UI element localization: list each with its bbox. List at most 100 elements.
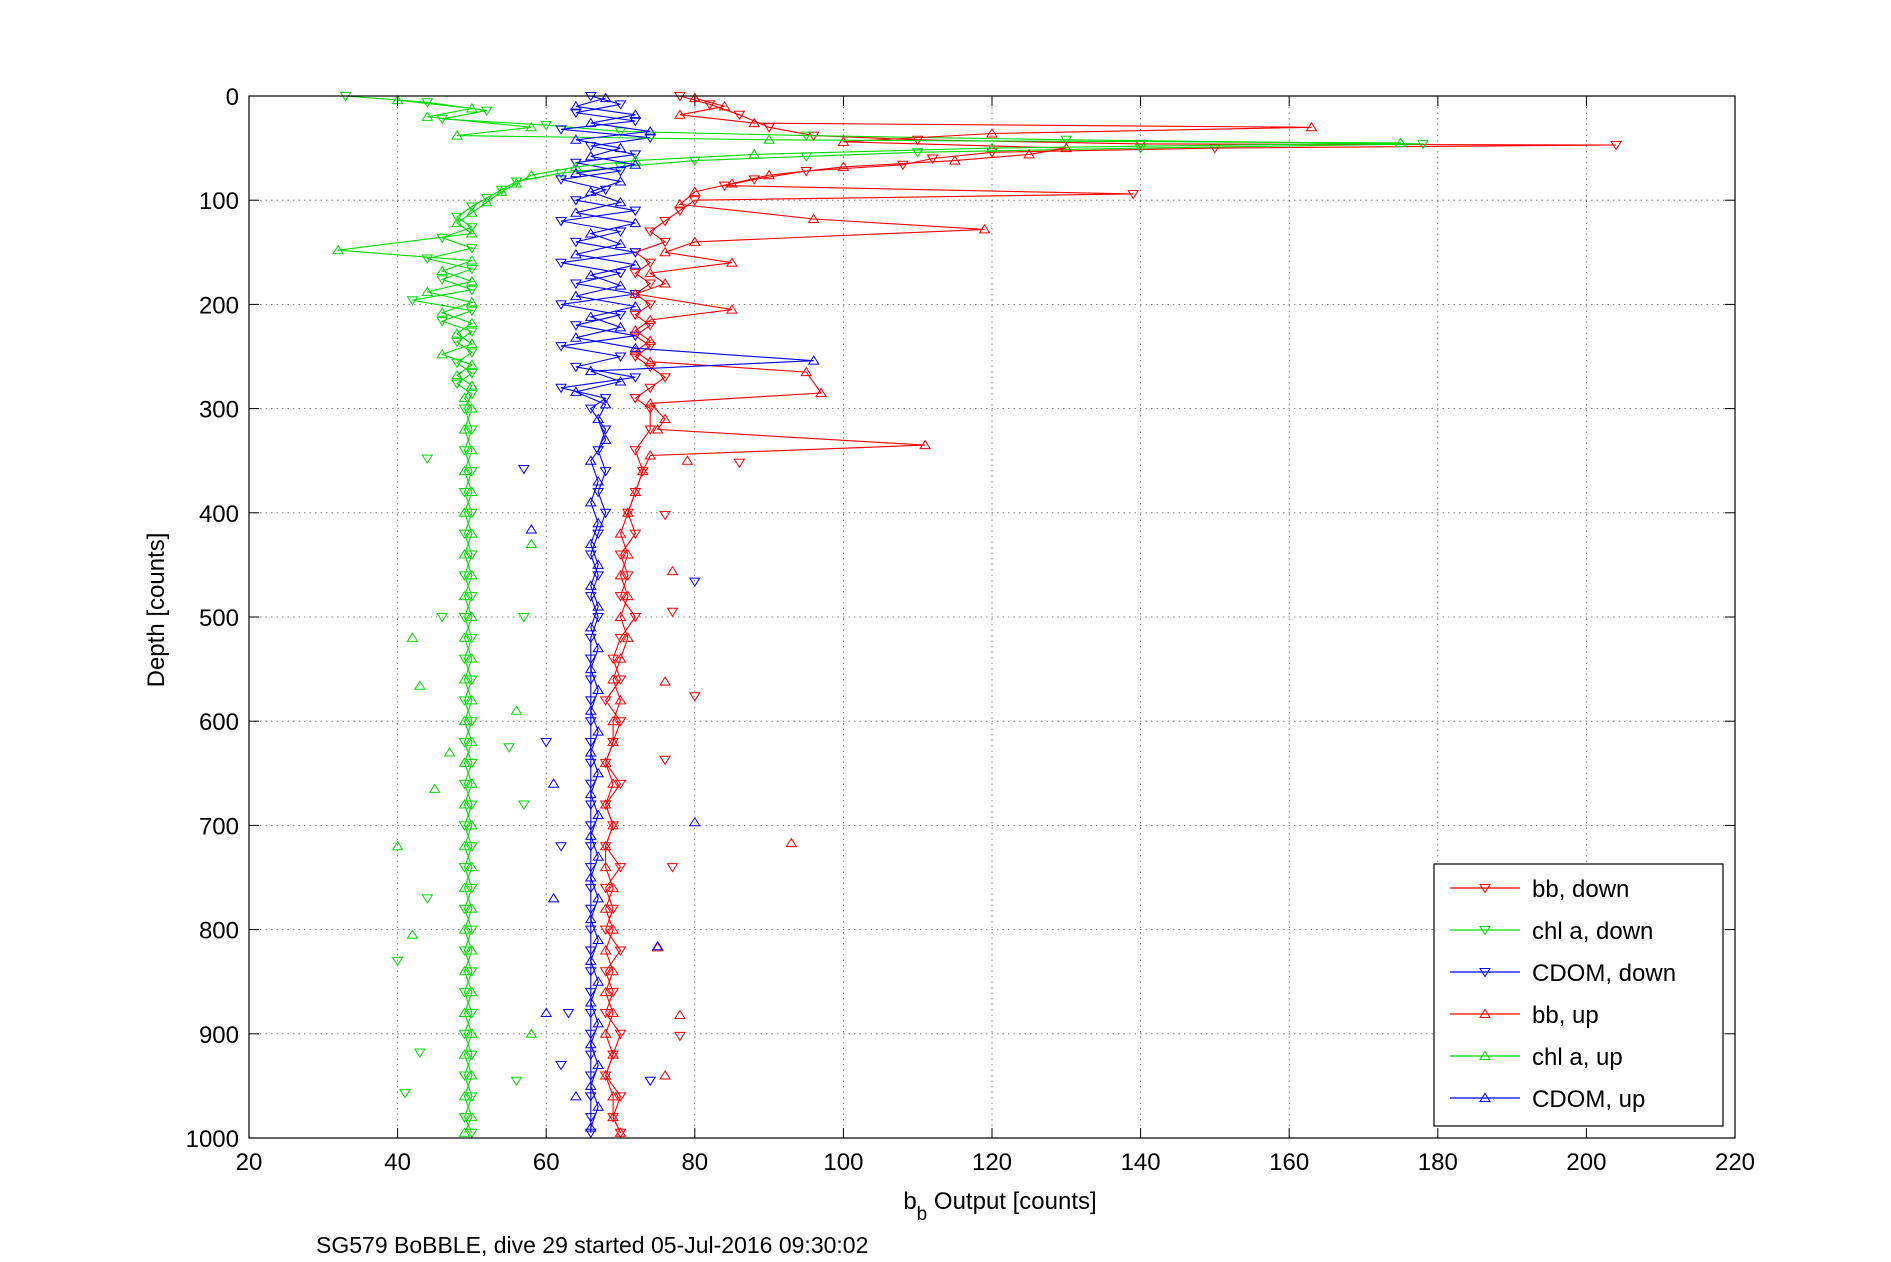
data-point — [458, 1127, 471, 1137]
data-point — [465, 390, 478, 400]
y-tick-label: 200 — [199, 292, 239, 319]
data-point — [614, 196, 627, 207]
data-point — [688, 196, 701, 206]
y-tick-label: 100 — [199, 188, 239, 215]
data-point — [629, 117, 642, 127]
legend-label: CDOM, up — [1532, 1086, 1645, 1113]
data-point — [458, 863, 471, 873]
outlier-point — [674, 1031, 686, 1042]
data-point — [465, 244, 478, 254]
data-point — [555, 300, 567, 310]
data-point — [644, 267, 657, 278]
data-point — [570, 161, 582, 171]
y-axis-label: Depth [counts] — [143, 533, 170, 688]
outlier-point — [651, 941, 664, 952]
data-point — [458, 654, 471, 665]
data-point — [584, 758, 597, 769]
data-point — [584, 747, 597, 757]
data-point — [465, 348, 478, 358]
data-point — [978, 223, 991, 234]
data-point — [406, 296, 419, 306]
data-point — [592, 892, 605, 903]
legend-label: bb, up — [1532, 1002, 1599, 1029]
data-point — [726, 178, 738, 188]
data-point — [629, 248, 642, 258]
data-point — [629, 325, 642, 335]
data-point — [451, 217, 463, 228]
grid-lines — [249, 96, 1735, 1138]
outlier-point — [518, 465, 530, 475]
data-point — [584, 872, 597, 882]
data-point — [510, 178, 523, 188]
data-point — [458, 487, 471, 498]
data-point — [614, 352, 627, 362]
data-point — [614, 1029, 627, 1040]
outlier-point — [525, 1028, 538, 1038]
data-point — [614, 100, 627, 110]
data-point — [599, 1008, 612, 1019]
data-point — [629, 269, 642, 279]
data-point — [592, 476, 605, 486]
data-point — [584, 800, 597, 811]
data-point — [644, 279, 657, 290]
data-point — [451, 130, 463, 140]
data-point — [465, 264, 478, 275]
data-point — [465, 1050, 478, 1061]
data-point — [465, 1111, 478, 1122]
data-point — [748, 117, 761, 128]
data-point — [465, 675, 478, 685]
data-point — [607, 819, 619, 830]
data-point — [911, 148, 924, 158]
data-point — [465, 528, 478, 538]
data-point — [584, 1071, 597, 1081]
data-point — [622, 632, 634, 642]
data-point — [570, 386, 582, 396]
data-point — [644, 227, 657, 237]
outlier-point — [413, 1048, 426, 1059]
data-point — [465, 380, 478, 390]
outlier-point — [406, 632, 419, 642]
data-point — [607, 1007, 619, 1017]
data-point — [495, 186, 508, 196]
data-point — [607, 965, 619, 976]
data-point — [614, 675, 627, 685]
legend-label: bb, down — [1532, 876, 1629, 903]
x-axis-label: bb Output [counts] — [903, 1188, 1096, 1225]
data-point — [584, 269, 597, 280]
legend-entry: chl a, down — [1450, 918, 1653, 945]
data-point — [584, 1029, 597, 1040]
data-point — [584, 717, 597, 727]
data-point — [584, 1122, 597, 1132]
data-point — [465, 550, 478, 560]
data-point — [644, 404, 657, 415]
outlier-point — [666, 607, 679, 618]
data-point — [465, 903, 478, 913]
data-point — [465, 592, 478, 602]
data-point — [465, 694, 478, 705]
outlier-point — [503, 743, 515, 753]
data-point — [584, 883, 597, 894]
outlier-point — [525, 524, 538, 534]
data-point — [629, 310, 642, 321]
data-point — [584, 654, 597, 665]
data-point — [465, 327, 478, 337]
data-point — [644, 258, 657, 269]
data-point — [584, 496, 597, 507]
series-line — [605, 97, 1312, 1134]
data-point — [465, 285, 478, 296]
data-point — [614, 946, 627, 956]
data-point — [465, 467, 478, 477]
tick-labels: 20 40 60 80 100 120 140 160 180 200 220 0 100 200 300 4… — [186, 84, 1755, 1176]
data-point — [607, 736, 619, 747]
data-point — [584, 675, 597, 685]
outlier-point — [555, 842, 567, 852]
data-point — [592, 767, 605, 778]
legend-entry: CDOM, down — [1450, 960, 1676, 987]
outlier-point — [659, 1070, 671, 1080]
data-point — [659, 278, 671, 288]
data-point — [896, 160, 909, 171]
data-point — [465, 611, 478, 621]
data-point — [465, 276, 478, 286]
data-point — [584, 455, 597, 465]
data-point — [599, 840, 612, 851]
